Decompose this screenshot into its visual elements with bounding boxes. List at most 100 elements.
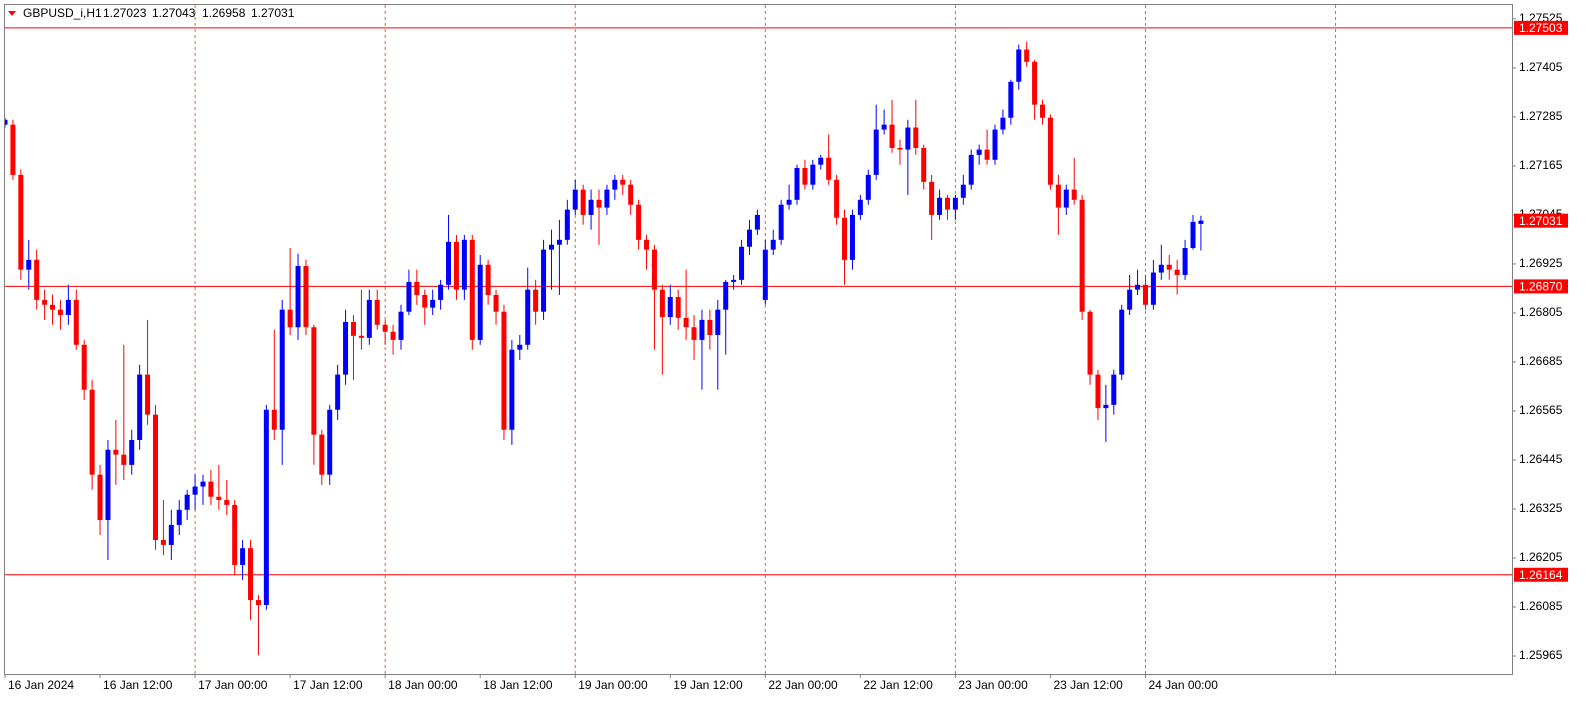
candle-body	[691, 327, 697, 340]
candle-body	[604, 189, 610, 208]
candle-body	[184, 494, 190, 510]
candle-body	[715, 309, 721, 336]
candle-body	[303, 265, 309, 328]
candle-body	[358, 335, 364, 338]
price-label-box	[1514, 213, 1568, 228]
candle-body	[414, 281, 420, 295]
candle-body	[319, 434, 325, 475]
candle-layer	[5, 41, 1204, 656]
candle-body	[644, 239, 650, 250]
candle-body	[564, 209, 570, 240]
y-tick-label: 1.25965	[1519, 648, 1563, 662]
candle-body	[699, 319, 705, 340]
candle-body	[818, 157, 824, 165]
candle-body	[739, 246, 745, 280]
candle-body	[667, 297, 673, 318]
candle-body	[1008, 81, 1014, 118]
candle-body	[97, 474, 103, 521]
candle-body	[81, 344, 87, 390]
candle-body	[255, 600, 261, 605]
candle-body	[501, 311, 507, 430]
candle-body	[461, 239, 467, 290]
candle-body	[168, 524, 174, 545]
candle-body	[976, 149, 982, 155]
candle-body	[335, 374, 341, 410]
x-tick-label: 24 Jan 00:00	[1148, 678, 1218, 692]
candle-body	[786, 199, 792, 205]
candle-body	[1158, 264, 1164, 273]
x-tick-label: 22 Jan 00:00	[768, 678, 838, 692]
candle-body	[295, 265, 301, 328]
candle-body	[992, 129, 998, 160]
y-tick-label: 1.27165	[1519, 158, 1563, 172]
candle-body	[968, 154, 974, 185]
candle-body	[398, 311, 404, 340]
candle-body	[842, 217, 848, 260]
candle-body	[1055, 184, 1061, 208]
candle-body	[731, 279, 737, 282]
candle-body	[89, 389, 95, 475]
x-tick-label: 23 Jan 00:00	[958, 678, 1028, 692]
x-tick-label: 17 Jan 00:00	[198, 678, 268, 692]
symbol-label: GBPUSD_i,H1	[23, 6, 102, 20]
menu-arrow[interactable]	[8, 11, 16, 16]
level-label: 1.26164	[1519, 568, 1563, 582]
candle-body	[105, 449, 111, 521]
candle-body	[873, 129, 879, 175]
candle-body	[1198, 220, 1204, 224]
candle-body	[121, 454, 127, 465]
candle-body	[137, 374, 143, 440]
candle-body	[897, 147, 903, 150]
candle-body	[834, 179, 840, 218]
candle-body	[707, 319, 713, 336]
candle-body	[1087, 311, 1093, 375]
level-layer	[5, 27, 1512, 576]
candle-body	[469, 239, 475, 340]
y-tick-label: 1.27285	[1519, 109, 1563, 123]
y-tick-label: 1.26805	[1519, 305, 1563, 319]
candle-body	[160, 540, 166, 545]
candle-body	[881, 124, 887, 130]
candle-body	[327, 409, 333, 475]
price-label: 1.27031	[1519, 214, 1563, 228]
plot-frame	[4, 4, 1513, 675]
candle-body	[1103, 404, 1109, 409]
candle-body	[517, 344, 523, 350]
x-tick-label: 16 Jan 12:00	[103, 678, 173, 692]
candle-body	[42, 299, 48, 305]
candle-body	[1047, 117, 1053, 185]
candle-body	[57, 309, 63, 315]
candle-body	[1166, 264, 1172, 270]
candle-body	[382, 324, 388, 332]
candle-body	[422, 294, 428, 308]
candle-body	[73, 299, 79, 345]
candle-body	[952, 197, 958, 210]
candle-body	[406, 281, 412, 312]
candle-body	[675, 297, 681, 318]
candle-body	[240, 548, 246, 565]
candle-body	[525, 289, 531, 345]
candle-body	[802, 167, 808, 185]
candle-body	[1150, 272, 1156, 305]
candle-body	[152, 414, 158, 541]
candle-body	[556, 239, 562, 245]
candle-body	[34, 259, 40, 300]
candle-body	[723, 281, 729, 310]
y-tick-label: 1.27405	[1519, 60, 1563, 74]
candle-body	[984, 149, 990, 160]
header-open: 1.27023	[103, 6, 147, 20]
candle-body	[5, 119, 8, 125]
candle-body	[746, 229, 752, 247]
candle-body	[659, 289, 665, 318]
candle-body	[279, 309, 285, 430]
candle-body	[248, 548, 254, 601]
y-tick-label: 1.26565	[1519, 403, 1563, 417]
candle-body	[1000, 117, 1006, 130]
candle-body	[485, 264, 491, 295]
candle-body	[1016, 49, 1022, 82]
candle-body	[1119, 309, 1125, 375]
candle-body	[754, 214, 760, 230]
candle-body	[50, 304, 56, 310]
candle-body	[453, 241, 459, 290]
x-tick-label: 19 Jan 00:00	[578, 678, 648, 692]
